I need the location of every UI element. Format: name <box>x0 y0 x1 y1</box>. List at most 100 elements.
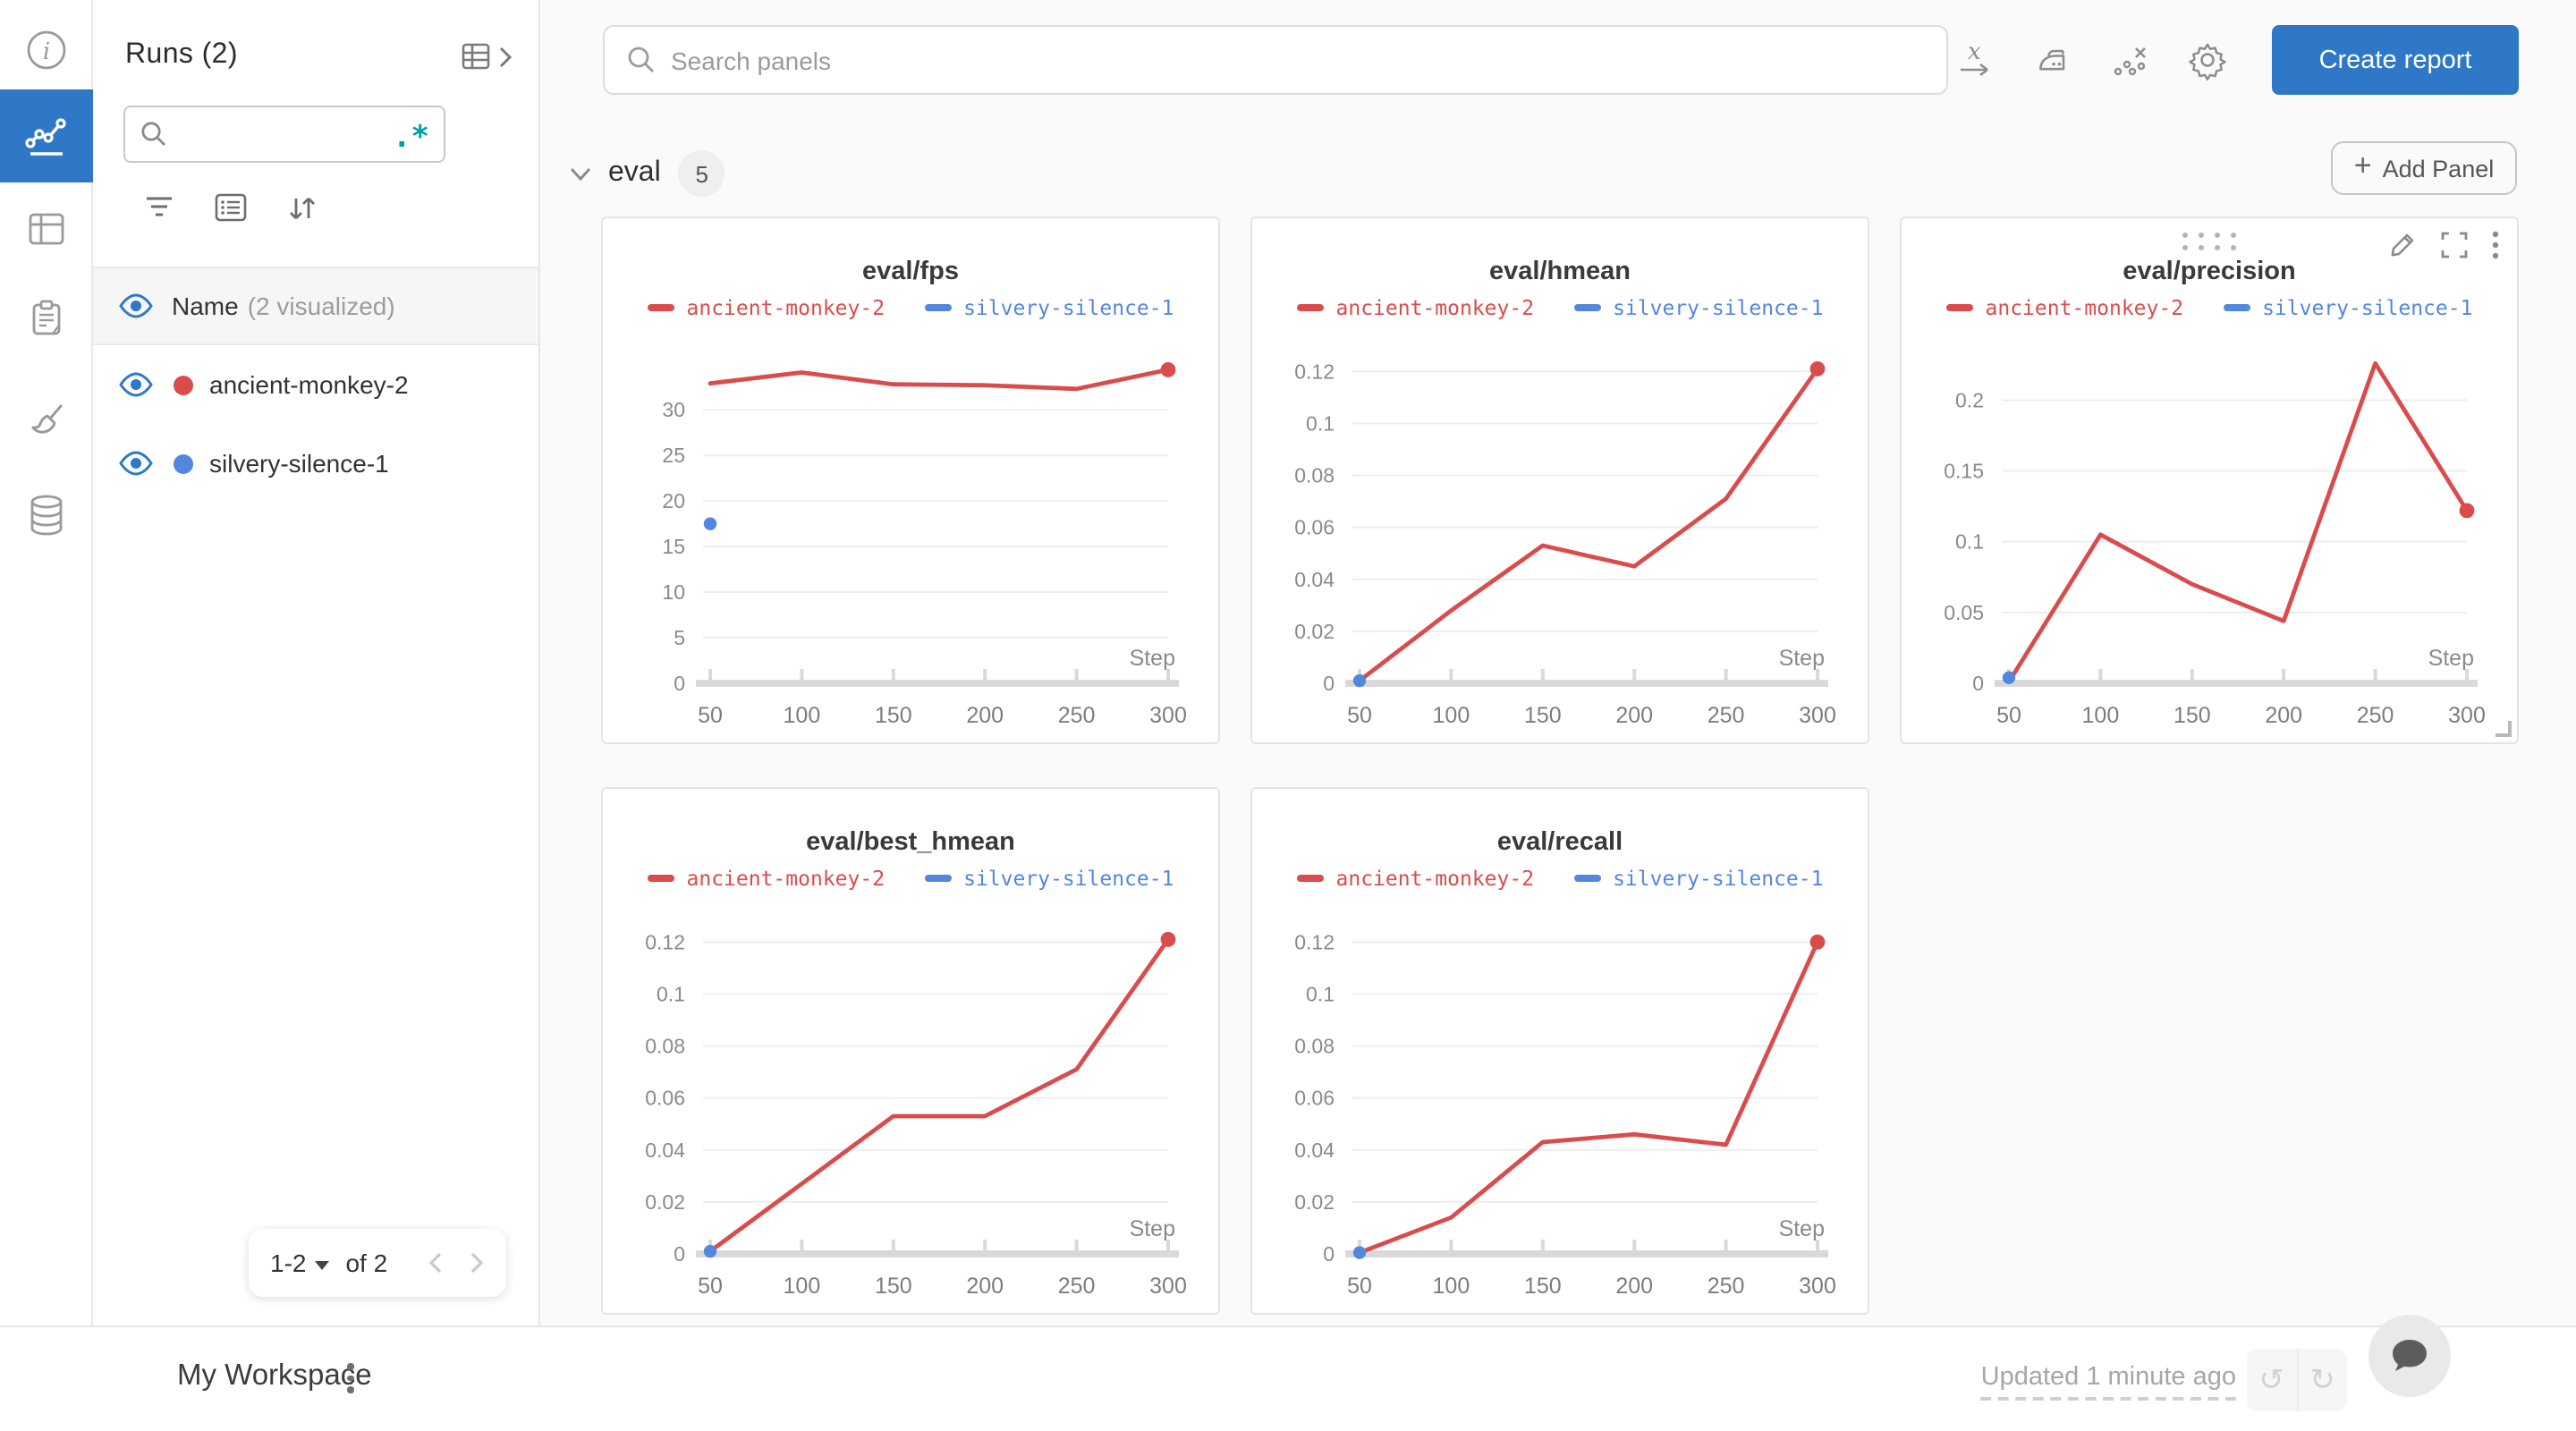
svg-text:0.15: 0.15 <box>1944 460 1984 483</box>
line-chart-svg: 0 0.02 0.04 0.06 0.08 0.1 0.12 50 100 150 200 250 30… <box>1294 930 1836 1299</box>
sidebar-item-artifacts[interactable] <box>0 469 93 562</box>
legend-item[interactable]: silvery-silence-1 <box>1573 295 1823 320</box>
x-axis-icon[interactable]: x <box>1957 38 1996 81</box>
eye-visible-icon[interactable] <box>118 451 154 476</box>
redo-icon[interactable]: ↻ <box>2309 1362 2335 1396</box>
pagination-range[interactable]: 1-2 <box>270 1249 307 1277</box>
run-search-input[interactable] <box>179 121 394 148</box>
gear-icon[interactable] <box>2188 39 2227 80</box>
svg-text:Step: Step <box>1130 1216 1175 1241</box>
svg-text:50: 50 <box>1347 1274 1372 1299</box>
svg-text:50: 50 <box>1347 703 1372 728</box>
sort-icon[interactable] <box>286 193 318 224</box>
group-list-icon[interactable] <box>215 193 247 224</box>
svg-text:300: 300 <box>2448 703 2486 728</box>
outliers-icon[interactable] <box>2111 40 2150 80</box>
svg-text:0.12: 0.12 <box>1294 930 1335 953</box>
eye-visible-icon[interactable] <box>118 293 154 318</box>
svg-text:0.02: 0.02 <box>1294 1190 1335 1214</box>
panel-eval-precision[interactable]: eval/precision ancient-monkey-2 silvery-si… <box>1900 216 2519 744</box>
svg-text:0.08: 0.08 <box>1294 1035 1335 1058</box>
svg-text:250: 250 <box>1707 703 1745 728</box>
svg-text:0.1: 0.1 <box>1306 982 1335 1005</box>
svg-text:150: 150 <box>1524 1274 1562 1299</box>
fullscreen-icon[interactable] <box>2440 231 2469 259</box>
legend-item[interactable]: silvery-silence-1 <box>924 866 1174 891</box>
kebab-menu-icon[interactable] <box>2492 231 2499 259</box>
legend-run-name: silvery-silence-1 <box>1613 866 1824 891</box>
legend-run-name: ancient-monkey-2 <box>1335 295 1535 320</box>
eye-visible-icon[interactable] <box>118 372 154 397</box>
svg-text:250: 250 <box>1058 1274 1096 1299</box>
legend-item[interactable]: ancient-monkey-2 <box>647 866 885 891</box>
panel-drag-handle-icon[interactable] <box>2182 233 2236 250</box>
pagination-prev-button[interactable] <box>428 1250 444 1275</box>
updated-status[interactable]: Updated 1 minute ago <box>1980 1363 2236 1401</box>
runs-header-note: (2 visualized) <box>247 292 395 320</box>
sidebar-item-logs[interactable] <box>0 272 93 365</box>
panel-search-input[interactable] <box>671 46 1925 74</box>
add-panel-button[interactable]: + Add Panel <box>2331 141 2517 195</box>
chevron-down-icon[interactable] <box>569 165 592 182</box>
svg-text:0.1: 0.1 <box>1306 411 1335 435</box>
legend-item[interactable]: silvery-silence-1 <box>2223 295 2472 320</box>
pagination-next-button[interactable] <box>469 1250 485 1275</box>
edit-pencil-icon[interactable] <box>2388 231 2417 259</box>
legend-swatch <box>924 875 952 882</box>
filter-icon[interactable] <box>143 193 175 224</box>
search-icon <box>140 120 168 148</box>
legend-item[interactable]: ancient-monkey-2 <box>1296 295 1535 320</box>
panel-eval-recall[interactable]: eval/recall ancient-monkey-2 silvery-silen… <box>1250 787 1869 1315</box>
panel-resize-handle[interactable] <box>2496 721 2512 737</box>
sidebar-item-overview[interactable]: i <box>0 4 93 97</box>
run-search-box: .* <box>123 106 445 163</box>
panel-eval-hmean[interactable]: eval/hmean ancient-monkey-2 silvery-silenc… <box>1250 216 1869 744</box>
run-list-item[interactable]: ancient-monkey-2 <box>93 345 538 424</box>
panel-title: eval/hmean <box>1489 258 1631 286</box>
workspace-menu-kebab-icon[interactable] <box>340 1356 360 1400</box>
sidebar-item-sweeps[interactable] <box>0 374 93 467</box>
svg-text:200: 200 <box>966 1274 1004 1299</box>
svg-text:0.1: 0.1 <box>657 982 685 1005</box>
workspace-toolbar: x <box>1957 25 2227 95</box>
svg-text:250: 250 <box>1058 703 1096 728</box>
legend-item[interactable]: ancient-monkey-2 <box>647 295 885 320</box>
legend-swatch <box>1945 304 1973 311</box>
svg-text:200: 200 <box>1615 1274 1653 1299</box>
svg-text:0.04: 0.04 <box>1294 568 1335 591</box>
run-filters-row <box>143 193 318 224</box>
run-color-dot <box>174 453 193 473</box>
run-list-item[interactable]: silvery-silence-1 <box>93 424 538 503</box>
chevron-down-icon[interactable] <box>315 1260 330 1269</box>
legend-run-name: silvery-silence-1 <box>963 866 1174 891</box>
panel-section-header[interactable]: eval 5 <box>569 150 725 197</box>
svg-text:0.1: 0.1 <box>1955 530 1984 554</box>
svg-text:200: 200 <box>966 703 1004 728</box>
svg-text:0.05: 0.05 <box>1944 601 1984 624</box>
panel-eval-fps[interactable]: eval/fps ancient-monkey-2 silvery-silence-… <box>601 216 1220 744</box>
legend-item[interactable]: silvery-silence-1 <box>924 295 1174 320</box>
iron-smoothing-icon[interactable] <box>2034 42 2073 78</box>
panel-legend: ancient-monkey-2 silvery-silence-1 <box>1252 866 1868 891</box>
create-report-button[interactable]: Create report <box>2272 25 2519 95</box>
runs-column-header[interactable]: Name (2 visualized) <box>93 267 538 345</box>
svg-text:0: 0 <box>1972 672 1984 695</box>
runs-table-expand-button[interactable] <box>460 39 513 73</box>
svg-text:25: 25 <box>662 444 685 467</box>
runs-sidebar: Runs (2) .* <box>93 0 540 1325</box>
undo-icon[interactable]: ↺ <box>2247 1349 2298 1411</box>
regex-toggle-icon[interactable]: .* <box>393 120 429 156</box>
svg-text:30: 30 <box>662 398 685 421</box>
sidebar-item-runs-table[interactable] <box>0 182 93 275</box>
legend-item[interactable]: silvery-silence-1 <box>1573 866 1823 891</box>
chat-bubble-button[interactable] <box>2368 1315 2451 1397</box>
legend-run-name: ancient-monkey-2 <box>1985 295 2184 320</box>
legend-item[interactable]: ancient-monkey-2 <box>1945 295 2184 320</box>
panel-eval-best-hmean[interactable]: eval/best_hmean ancient-monkey-2 silvery-s… <box>601 787 1220 1315</box>
line-chart-svg: 0 0.05 0.1 0.15 0.2 50 100 150 200 250 300 Step <box>1944 360 2486 728</box>
svg-text:0: 0 <box>1323 672 1335 695</box>
legend-item[interactable]: ancient-monkey-2 <box>1296 866 1534 891</box>
sidebar-item-workspace-charts[interactable] <box>0 89 93 182</box>
undo-redo-group: ↺ ↻ <box>2247 1349 2347 1411</box>
run-name: silvery-silence-1 <box>209 449 389 478</box>
